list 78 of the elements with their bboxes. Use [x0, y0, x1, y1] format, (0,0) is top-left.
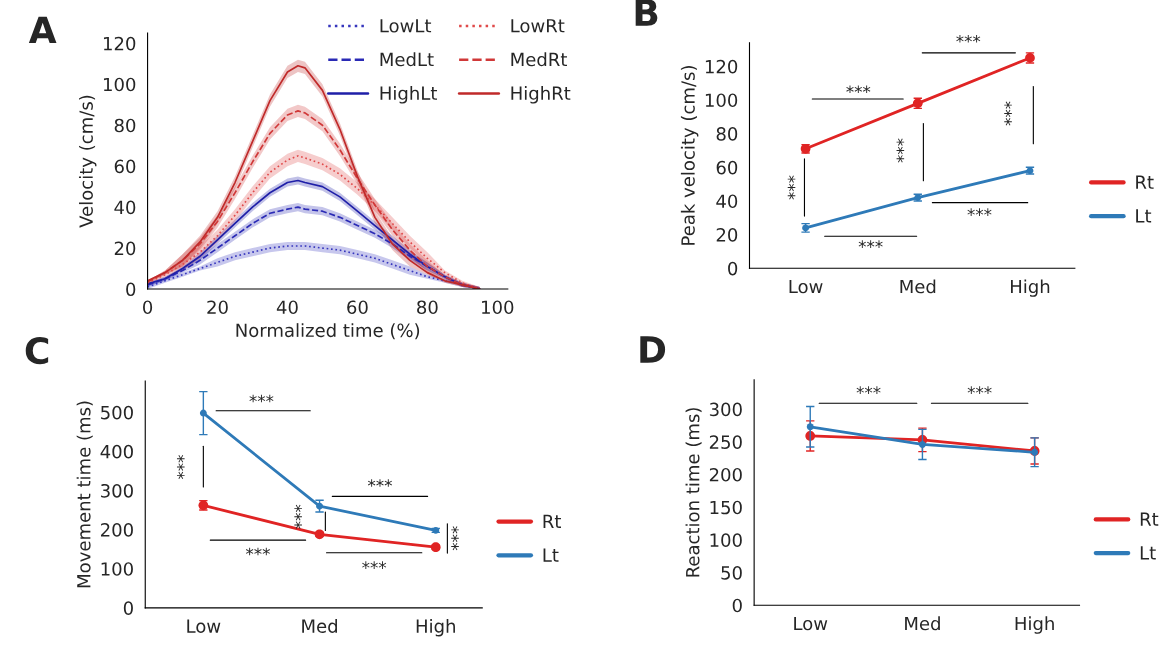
x-tick-label: Med [900, 279, 936, 294]
annotation: *** [896, 138, 905, 163]
y-tick-label: 100 [705, 93, 738, 108]
annotation: *** [787, 175, 796, 200]
x-tick-label: High [1010, 279, 1050, 297]
y-tick-label: 60 [114, 159, 136, 174]
y-tick-label: 300 [101, 483, 133, 498]
y-tick-label: 500 [101, 405, 133, 420]
legend-label: HighRt [511, 86, 571, 104]
annotation: *** [176, 455, 185, 480]
legend-label: Lt [543, 548, 559, 562]
chart-title: C [25, 336, 49, 365]
x-tick-label: 0 [143, 300, 153, 315]
y-tick-label: 50 [721, 566, 742, 580]
x-axis-title: Normalized time (%) [236, 323, 420, 340]
y-tick-label: 40 [114, 200, 136, 215]
legend-label: MedLt [380, 52, 434, 67]
y-tick-label: 60 [716, 160, 738, 175]
y-tick-label: 80 [114, 118, 136, 133]
legend-label: LowRt [511, 19, 565, 33]
text: *** [956, 35, 981, 43]
annotation: *** [858, 240, 883, 248]
y-tick-label: 300 [709, 402, 742, 417]
annotation: *** [367, 479, 392, 487]
x-tick-label: Med [905, 616, 940, 631]
x-tick-label: 100 [482, 300, 514, 315]
chart-title: D [640, 336, 666, 363]
legend-label: Lt [1140, 546, 1156, 560]
y-tick-label: 120 [705, 59, 738, 74]
x-tick-label: Low [789, 279, 823, 294]
annotation: *** [249, 394, 274, 403]
x-tick-label: High [416, 618, 455, 637]
x-tick-label: 80 [417, 300, 438, 315]
y-tick-label: 20 [716, 228, 738, 242]
y-tick-label: 0 [728, 261, 738, 276]
annotation: *** [245, 547, 270, 556]
x-tick-label: Med [302, 618, 337, 633]
y-tick-label: 250 [709, 435, 742, 449]
x-tick-label: 20 [207, 300, 228, 315]
y-tick-label: 120 [103, 36, 136, 51]
legend-label: Rt [1140, 512, 1159, 526]
legend-label: HighLt [380, 86, 438, 104]
y-tick-label: 150 [710, 500, 742, 515]
x-tick-label: 60 [347, 300, 368, 315]
annotation: *** [856, 386, 881, 394]
y-tick-label: 200 [101, 523, 133, 537]
annotation: *** [846, 85, 871, 94]
legend-label: MedRt [511, 52, 568, 67]
y-axis-title: Peak velocity (cm/s) [680, 66, 699, 245]
y-tick-label: 0 [123, 601, 133, 615]
x-tick-label: Low [187, 619, 221, 633]
y-axis-title: Reaction time (ms) [685, 408, 702, 577]
y-axis-title: Velocity (cm/s) [78, 95, 97, 228]
chart-title: A [28, 16, 57, 44]
y-tick-label: 100 [101, 562, 133, 576]
y-tick-label: 0 [732, 598, 742, 613]
legend-label: Rt [1136, 175, 1154, 189]
y-tick-label: 20 [114, 241, 136, 256]
chart-title: B [635, 0, 658, 26]
y-axis-title: Movement time (ms) [76, 401, 93, 588]
x-tick-label: Low [794, 616, 828, 631]
y-tick-label: 400 [100, 444, 133, 459]
annotation: *** [967, 386, 992, 394]
annotation: *** [451, 526, 459, 551]
y-tick-label: 40 [716, 194, 738, 209]
annotation: *** [362, 561, 387, 569]
y-tick-label: 100 [103, 77, 136, 92]
legend-label: Lt [1136, 209, 1152, 223]
y-tick-label: 100 [710, 533, 742, 547]
y-tick-label: 200 [709, 467, 742, 482]
x-tick-label: High [1015, 616, 1054, 634]
y-tick-label: 80 [716, 127, 738, 141]
annotation: *** [1004, 101, 1012, 126]
annotation: *** [294, 504, 302, 529]
legend-label: Rt [543, 514, 562, 528]
legend-label: LowLt [380, 19, 432, 33]
annotation: *** [967, 208, 992, 216]
x-tick-label: 40 [276, 300, 298, 315]
